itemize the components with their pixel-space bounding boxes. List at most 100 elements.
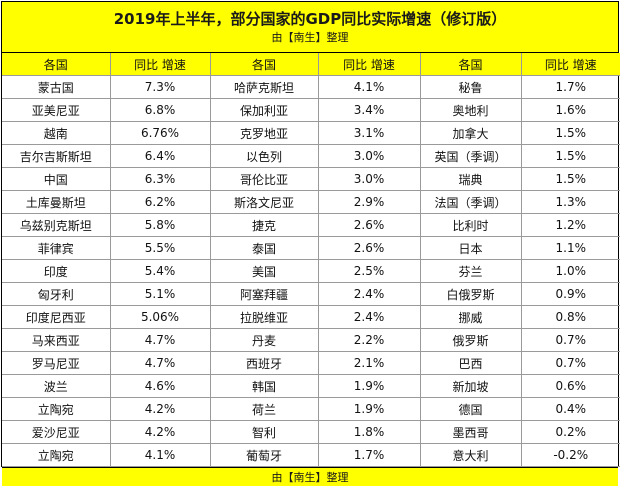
table-row: 菲律宾 5.5% 泰国 2.6% 日本 1.1% (2, 236, 620, 260)
country-cell: 比利时 (419, 213, 522, 237)
growth-cell: 2.4% (317, 305, 421, 329)
header-growth: 同比 增速 (317, 53, 421, 76)
growth-cell: 0.4% (520, 397, 620, 421)
growth-cell: 0.6% (520, 374, 620, 398)
country-cell: 荷兰 (209, 397, 319, 421)
growth-cell: 2.1% (317, 351, 421, 375)
country-cell: 阿塞拜疆 (209, 282, 319, 306)
growth-cell: 0.7% (520, 328, 620, 352)
growth-cell: 5.8% (109, 213, 211, 237)
table-row: 亚美尼亚 6.8% 保加利亚 3.4% 奥地利 1.6% (2, 98, 620, 122)
growth-cell: 5.1% (109, 282, 211, 306)
growth-cell: 6.8% (109, 98, 211, 122)
country-cell: 立陶宛 (2, 443, 111, 467)
growth-cell: 3.0% (317, 167, 421, 191)
country-cell: 立陶宛 (2, 397, 111, 421)
country-cell: 蒙古国 (2, 75, 111, 99)
country-cell: 奥地利 (419, 98, 522, 122)
growth-cell: 4.6% (109, 374, 211, 398)
growth-cell: 0.8% (520, 305, 620, 329)
table-title: 2019年上半年，部分国家的GDP同比实际增速（修订版） (113, 9, 507, 28)
header-growth: 同比 增速 (520, 53, 620, 76)
country-cell: 斯洛文尼亚 (209, 190, 319, 214)
table-row: 马来西亚 4.7% 丹麦 2.2% 俄罗斯 0.7% (2, 328, 620, 352)
growth-cell: 0.2% (520, 420, 620, 444)
table-subtitle: 由【南生】整理 (271, 30, 349, 44)
growth-cell: 1.7% (520, 75, 620, 99)
country-cell: 葡萄牙 (209, 443, 319, 467)
country-cell: 巴西 (419, 351, 522, 375)
growth-cell: 4.7% (109, 328, 211, 352)
country-cell: 克罗地亚 (209, 121, 319, 145)
growth-cell: 1.5% (520, 121, 620, 145)
country-cell: 印度尼西亚 (2, 305, 111, 329)
country-cell: 德国 (419, 397, 522, 421)
table-row: 越南 6.76% 克罗地亚 3.1% 加拿大 1.5% (2, 121, 620, 145)
country-cell: 爱沙尼亚 (2, 420, 111, 444)
growth-cell: 1.3% (520, 190, 620, 214)
country-cell: 哈萨克斯坦 (209, 75, 319, 99)
growth-cell: 3.1% (317, 121, 421, 145)
gdp-growth-table: 各国 同比 增速 各国 同比 增速 各国 同比 增速 蒙古国 7.3% 哈萨克斯坦 4… (2, 53, 620, 467)
country-cell: 丹麦 (209, 328, 319, 352)
growth-cell: 5.5% (109, 236, 211, 260)
country-cell: 法国（季调） (419, 190, 522, 214)
growth-cell: 1.6% (520, 98, 620, 122)
country-cell: 意大利 (419, 443, 522, 467)
table-row: 罗马尼亚 4.7% 西班牙 2.1% 巴西 0.7% (2, 351, 620, 375)
table-row: 吉尔吉斯斯坦 6.4% 以色列 3.0% 英国（季调） 1.5% (2, 144, 620, 168)
growth-cell: 0.7% (520, 351, 620, 375)
table-row: 立陶宛 4.2% 荷兰 1.9% 德国 0.4% (2, 397, 620, 421)
growth-cell: 1.8% (317, 420, 421, 444)
growth-cell: 2.6% (317, 236, 421, 260)
country-cell: 匈牙利 (2, 282, 111, 306)
growth-cell: 1.1% (520, 236, 620, 260)
growth-cell: 1.7% (317, 443, 421, 467)
growth-cell: 3.0% (317, 144, 421, 168)
table-row: 中国 6.3% 哥伦比亚 3.0% 瑞典 1.5% (2, 167, 620, 191)
country-cell: 智利 (209, 420, 319, 444)
country-cell: 中国 (2, 167, 111, 191)
country-cell: 白俄罗斯 (419, 282, 522, 306)
growth-cell: 0.9% (520, 282, 620, 306)
growth-cell: 1.5% (520, 167, 620, 191)
country-cell: 俄罗斯 (419, 328, 522, 352)
growth-cell: 2.6% (317, 213, 421, 237)
growth-cell: 2.4% (317, 282, 421, 306)
table-row: 立陶宛 4.1% 葡萄牙 1.7% 意大利 -0.2% (2, 443, 620, 467)
growth-cell: 4.7% (109, 351, 211, 375)
header-country: 各国 (2, 53, 111, 76)
country-cell: 菲律宾 (2, 236, 111, 260)
table-row: 蒙古国 7.3% 哈萨克斯坦 4.1% 秘鲁 1.7% (2, 75, 620, 99)
country-cell: 芬兰 (419, 259, 522, 283)
country-cell: 吉尔吉斯斯坦 (2, 144, 111, 168)
country-cell: 挪威 (419, 305, 522, 329)
country-cell: 马来西亚 (2, 328, 111, 352)
growth-cell: 1.9% (317, 397, 421, 421)
header-country: 各国 (419, 53, 522, 76)
growth-cell: 6.2% (109, 190, 211, 214)
table-body: 蒙古国 7.3% 哈萨克斯坦 4.1% 秘鲁 1.7% 亚美尼亚 6.8% 保加利亚 3.4% 奥地… (2, 75, 620, 467)
growth-cell: 6.4% (109, 144, 211, 168)
table-row: 土库曼斯坦 6.2% 斯洛文尼亚 2.9% 法国（季调） 1.3% (2, 190, 620, 214)
header-country: 各国 (209, 53, 319, 76)
country-cell: 西班牙 (209, 351, 319, 375)
country-cell: 英国（季调） (419, 144, 522, 168)
growth-cell: 1.0% (520, 259, 620, 283)
country-cell: 秘鲁 (419, 75, 522, 99)
country-cell: 土库曼斯坦 (2, 190, 111, 214)
growth-cell: 1.9% (317, 374, 421, 398)
table-row: 波兰 4.6% 韩国 1.9% 新加坡 0.6% (2, 374, 620, 398)
country-cell: 美国 (209, 259, 319, 283)
table-row: 印度尼西亚 5.06% 拉脱维亚 2.4% 挪威 0.8% (2, 305, 620, 329)
country-cell: 泰国 (209, 236, 319, 260)
country-cell: 墨西哥 (419, 420, 522, 444)
country-cell: 印度 (2, 259, 111, 283)
growth-cell: 3.4% (317, 98, 421, 122)
country-cell: 乌兹别克斯坦 (2, 213, 111, 237)
growth-cell: 1.5% (520, 144, 620, 168)
growth-cell: 6.76% (109, 121, 211, 145)
growth-cell: 2.9% (317, 190, 421, 214)
country-cell: 拉脱维亚 (209, 305, 319, 329)
